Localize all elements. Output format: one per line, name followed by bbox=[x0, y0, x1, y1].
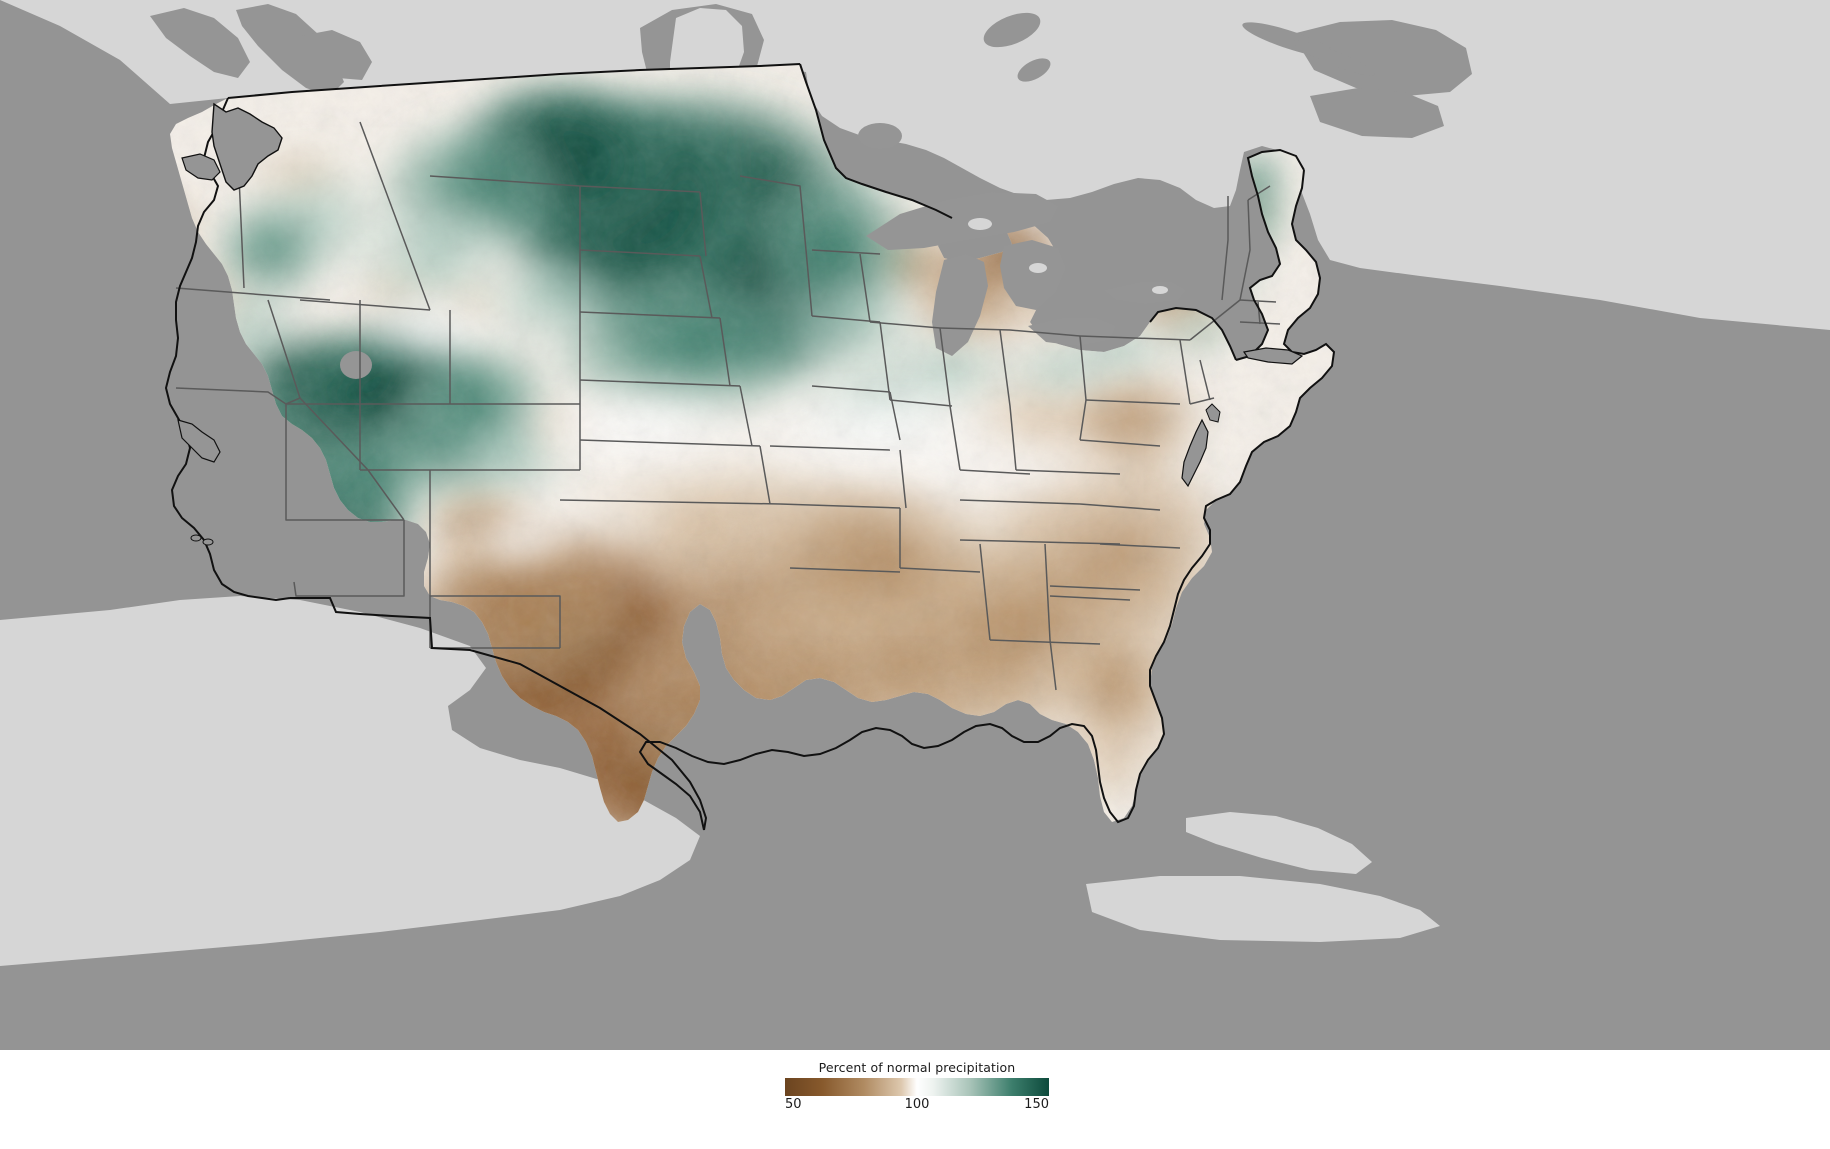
lake-winnipeg bbox=[858, 123, 902, 149]
canadian-lake-b bbox=[1017, 58, 1051, 82]
us-canada-border-west bbox=[227, 63, 801, 99]
canadian-lake-a bbox=[983, 12, 1041, 48]
legend-colorbar-gradient bbox=[785, 1078, 1049, 1096]
chesapeake-bay bbox=[1181, 418, 1209, 488]
bc-inlet bbox=[300, 30, 372, 80]
lake-erie bbox=[1028, 318, 1116, 346]
legend-tick-high: 150 bbox=[1024, 1097, 1049, 1112]
legend-title: Percent of normal precipitation bbox=[818, 1060, 1016, 1075]
legend: Percent of normal precipitation bbox=[785, 1060, 1049, 1115]
great-salt-lake bbox=[340, 351, 372, 379]
us-canada-border-maine bbox=[1235, 148, 1305, 361]
caribbean-landmass bbox=[1086, 876, 1440, 942]
san-francisco-bay bbox=[177, 419, 221, 463]
gulf-st-lawrence bbox=[1310, 88, 1444, 138]
national-outline bbox=[164, 63, 1336, 831]
lake-superior bbox=[866, 192, 1058, 250]
legend-tick-mid: 100 bbox=[904, 1097, 930, 1112]
willapa-bay bbox=[181, 153, 221, 181]
lake-huron bbox=[1000, 240, 1066, 310]
lake-michigan bbox=[932, 254, 988, 356]
long-island bbox=[1242, 347, 1304, 365]
isle-royale bbox=[968, 218, 992, 230]
lake-ontario-border bbox=[1149, 306, 1237, 361]
canadian-lake-d bbox=[1293, 40, 1375, 76]
cuba-landmass bbox=[1186, 812, 1372, 874]
manitoulin-island bbox=[1029, 263, 1047, 273]
pacific-coastline bbox=[164, 97, 291, 602]
legend-tick-low: 50 bbox=[785, 1097, 802, 1112]
ontario-island bbox=[1152, 286, 1168, 294]
mexico-landmass bbox=[0, 596, 700, 966]
gulf-and-atlantic-coastline bbox=[638, 169, 1336, 831]
map-figure bbox=[0, 0, 1830, 1050]
us-mexico-border bbox=[290, 597, 708, 831]
great-lakes bbox=[340, 192, 1186, 379]
newfoundland-water bbox=[1292, 20, 1472, 96]
legend-tick-labels: 50 100 150 bbox=[785, 1097, 1049, 1115]
channel-island-b bbox=[202, 538, 214, 546]
delaware-bay bbox=[1205, 403, 1221, 423]
legend-colorbar bbox=[785, 1078, 1049, 1096]
coastal-bc-waterway bbox=[236, 4, 344, 96]
puget-sound bbox=[211, 102, 283, 191]
vancouver-island bbox=[150, 8, 250, 78]
channel-island-a bbox=[190, 534, 202, 542]
map-canvas bbox=[0, 0, 1830, 966]
us-canada-border-minnesota bbox=[799, 63, 953, 219]
